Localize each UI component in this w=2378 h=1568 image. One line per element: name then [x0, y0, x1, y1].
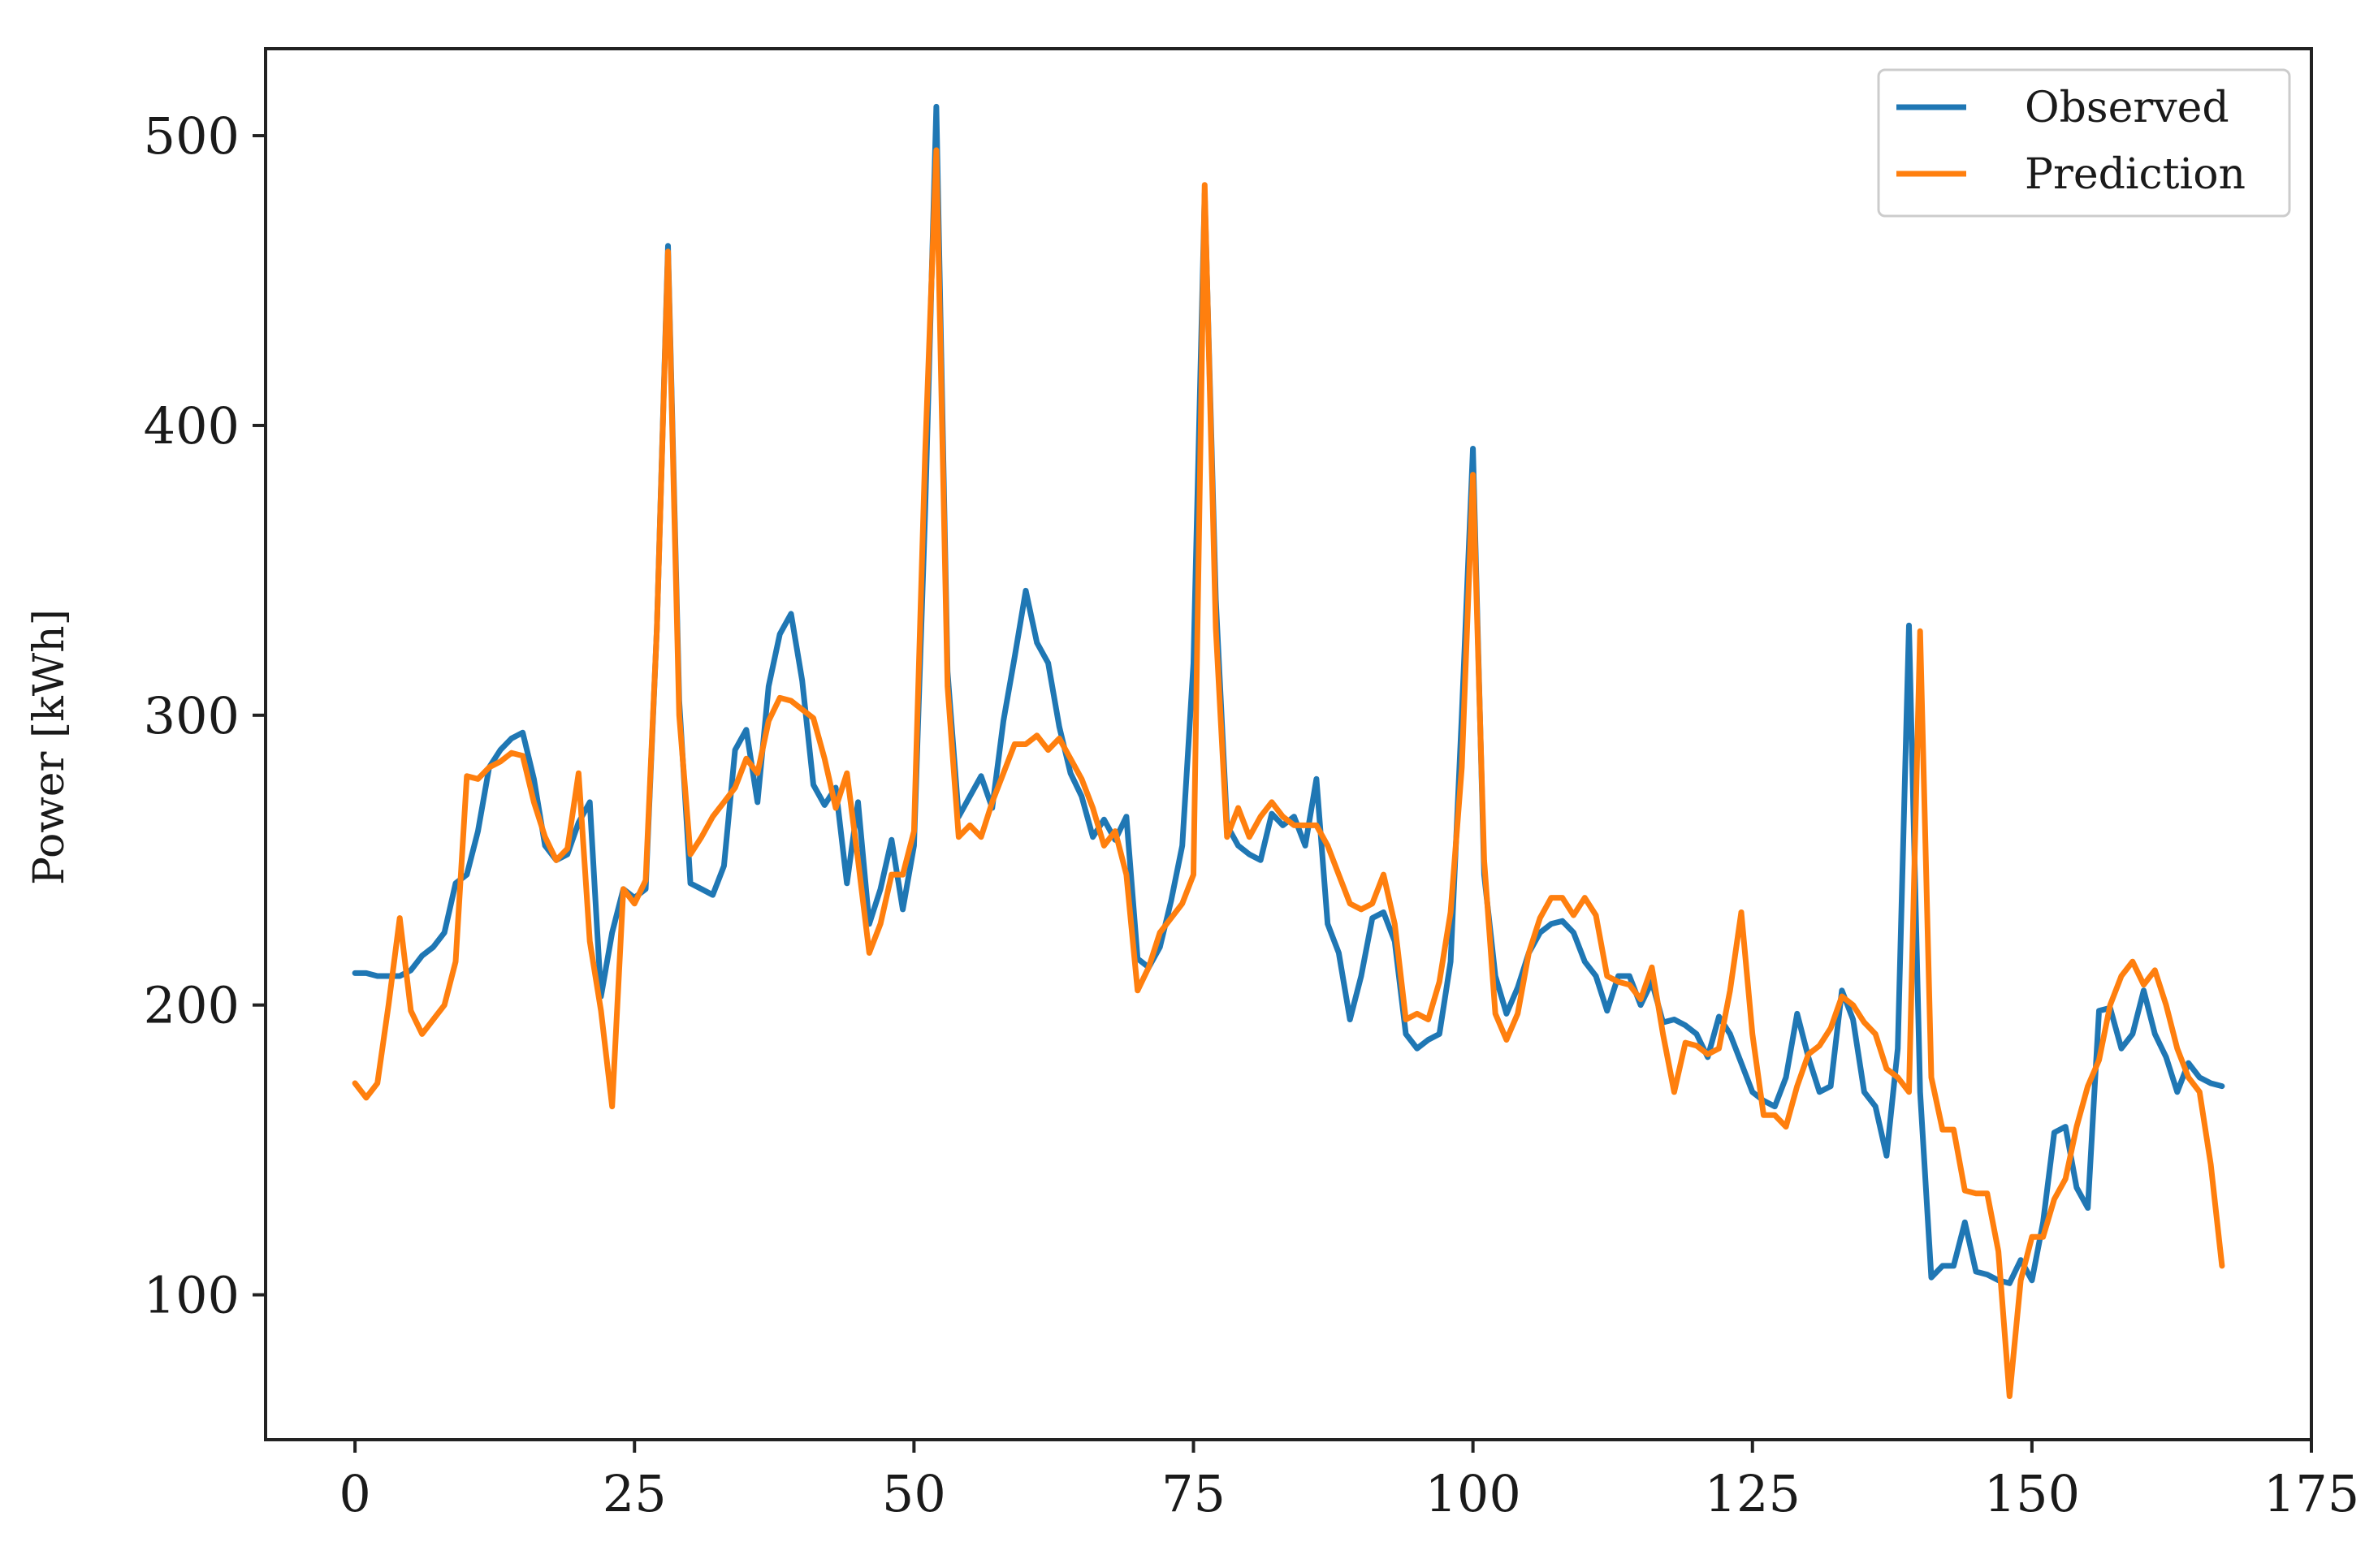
- y-tick-label: 500: [144, 106, 240, 166]
- legend: Observed Prediction: [1877, 68, 2291, 218]
- legend-label-observed: Observed: [2025, 84, 2229, 132]
- legend-box: [1877, 68, 2291, 218]
- x-axis: 0 25 50 75 100 125 150 175: [339, 1440, 2359, 1523]
- x-tick-label: 75: [1161, 1464, 1226, 1523]
- y-tick-label: 200: [144, 976, 240, 1035]
- x-tick-label: 0: [339, 1464, 370, 1523]
- x-tick-label: 150: [1984, 1464, 2080, 1523]
- y-axis-label: Power [kWh]: [25, 609, 74, 885]
- series-layer: [352, 103, 2225, 1399]
- y-tick-label: 100: [144, 1266, 240, 1325]
- legend-label-prediction: Prediction: [2025, 150, 2246, 199]
- x-tick-label: 175: [2263, 1464, 2359, 1523]
- series-line-prediction: [352, 147, 2225, 1399]
- x-tick-label: 50: [882, 1464, 946, 1523]
- plot-frame: [264, 47, 2313, 1441]
- series-line-observed: [352, 103, 2225, 1286]
- x-tick-label: 100: [1425, 1464, 1520, 1523]
- x-tick-label: 25: [603, 1464, 667, 1523]
- y-tick-label: 300: [144, 686, 240, 745]
- y-axis: 100 200 300 400 500: [144, 106, 266, 1325]
- y-tick-label: 400: [144, 396, 240, 456]
- x-tick-label: 125: [1705, 1464, 1801, 1523]
